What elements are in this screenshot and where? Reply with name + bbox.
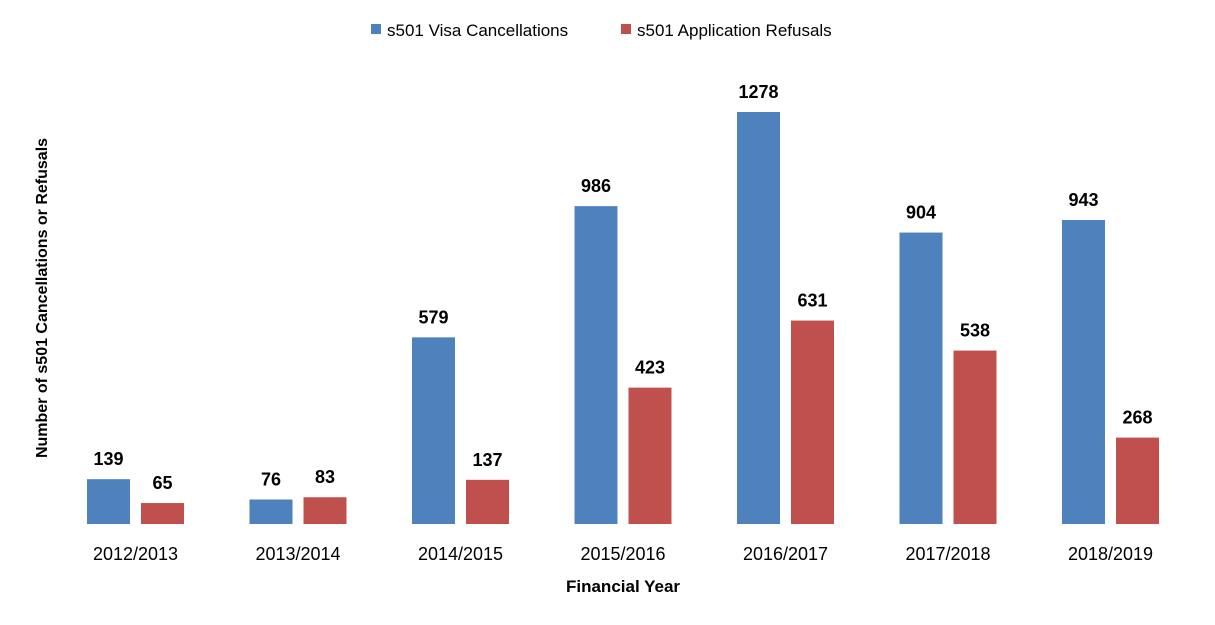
legend-swatch-application-refusals [621, 24, 631, 34]
bar-application-refusals-2015-2016 [628, 387, 672, 524]
data-label: 65 [152, 473, 172, 493]
data-label: 538 [960, 321, 990, 341]
legend-label: s501 Visa Cancellations [387, 21, 568, 40]
data-labels: 139 65 76 83 579 137 986 423 1278 631 904 538 943 268 [93, 82, 1152, 493]
bar-visa-cancellations-2016-2017 [737, 112, 780, 524]
data-label: 268 [1122, 408, 1152, 428]
data-label: 579 [418, 307, 448, 327]
data-label: 83 [315, 467, 335, 487]
bar-visa-cancellations-2015-2016 [574, 206, 618, 524]
bar-application-refusals-2013-2014 [303, 497, 347, 524]
bar-application-refusals-2017-2018 [953, 350, 997, 524]
legend-swatch-visa-cancellations [371, 24, 381, 34]
legend-label: s501 Application Refusals [637, 21, 832, 40]
x-axis-title: Financial Year [566, 577, 680, 596]
data-label: 423 [635, 358, 665, 378]
bar-visa-cancellations-2017-2018 [899, 232, 943, 524]
bar-application-refusals-2016-2017 [791, 320, 834, 524]
x-tick-label: 2014/2015 [418, 544, 503, 564]
data-label: 139 [93, 449, 123, 469]
data-label: 631 [797, 291, 827, 311]
data-label: 76 [261, 469, 281, 489]
x-tick-label: 2015/2016 [580, 544, 665, 564]
data-label: 1278 [738, 82, 778, 102]
bar-visa-cancellations-2012-2013 [87, 479, 130, 524]
x-tick-label: 2018/2019 [1068, 544, 1153, 564]
x-tick-labels: 2012/2013 2013/2014 2014/2015 2015/2016 2016… [93, 544, 1153, 564]
bar-application-refusals-2012-2013 [141, 503, 184, 524]
x-tick-label: 2016/2017 [743, 544, 828, 564]
bar-visa-cancellations-2018-2019 [1062, 219, 1105, 524]
bar-visa-cancellations-2014-2015 [412, 337, 455, 524]
bars [87, 112, 1159, 524]
bar-visa-cancellations-2013-2014 [249, 499, 293, 524]
x-tick-label: 2017/2018 [905, 544, 990, 564]
data-label: 137 [472, 450, 502, 470]
data-label: 943 [1068, 190, 1098, 210]
x-tick-label: 2013/2014 [255, 544, 340, 564]
y-axis-title: Number of s501 Cancellations or Refusals [34, 138, 51, 458]
data-label: 904 [906, 203, 936, 223]
bar-application-refusals-2014-2015 [466, 479, 509, 524]
bar-application-refusals-2018-2019 [1116, 437, 1159, 524]
x-tick-label: 2012/2013 [93, 544, 178, 564]
data-label: 986 [581, 176, 611, 196]
legend: s501 Visa Cancellations s501 Application … [371, 21, 832, 40]
